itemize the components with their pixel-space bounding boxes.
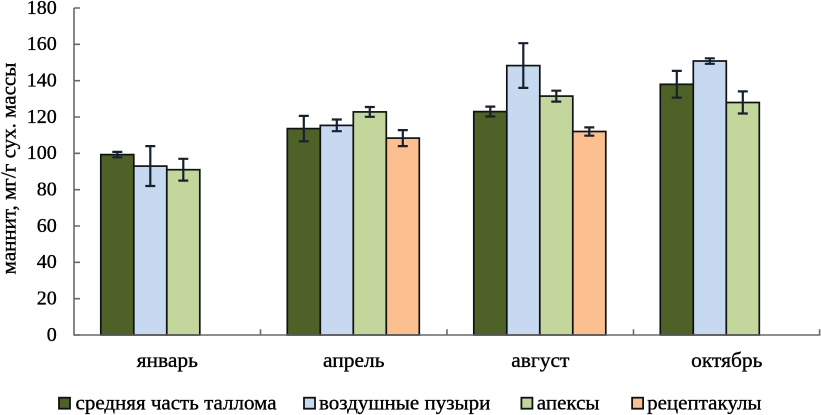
- svg-text:80: 80: [37, 179, 57, 201]
- svg-text:воздушные пузыри: воздушные пузыри: [319, 391, 490, 415]
- svg-text:маннит, мг/г сух. массы: маннит, мг/г сух. массы: [0, 63, 21, 275]
- svg-text:октябрь: октябрь: [691, 348, 763, 372]
- svg-text:рецептакулы: рецептакулы: [647, 391, 761, 415]
- svg-text:100: 100: [27, 142, 57, 164]
- svg-text:0: 0: [47, 324, 57, 346]
- svg-text:средняя часть таллома: средняя часть таллома: [76, 391, 278, 415]
- svg-text:20: 20: [37, 288, 57, 310]
- svg-text:160: 160: [27, 33, 57, 55]
- svg-text:140: 140: [27, 70, 57, 92]
- svg-text:январь: январь: [137, 348, 199, 372]
- svg-text:апрель: апрель: [323, 348, 385, 372]
- svg-text:40: 40: [37, 251, 57, 273]
- svg-text:60: 60: [37, 215, 57, 237]
- svg-text:120: 120: [27, 106, 57, 128]
- svg-text:180: 180: [27, 0, 57, 19]
- svg-text:август: август: [511, 348, 570, 372]
- svg-text:апексы: апексы: [537, 391, 600, 415]
